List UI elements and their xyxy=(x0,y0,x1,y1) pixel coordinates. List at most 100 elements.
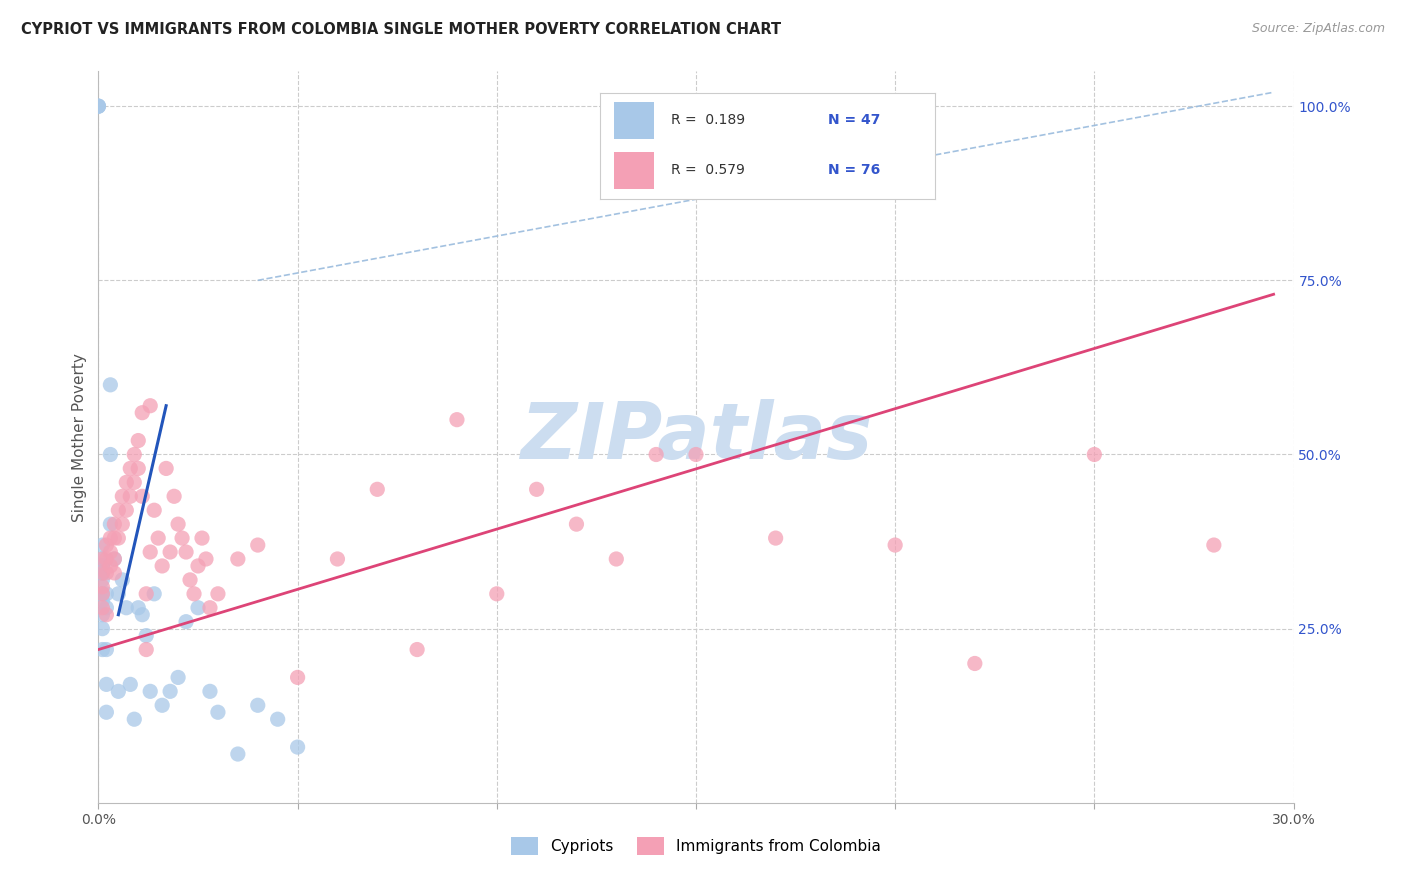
Point xyxy=(1083,448,1105,462)
Point xyxy=(183,587,205,601)
Point xyxy=(198,684,221,698)
Point xyxy=(87,99,110,113)
Point xyxy=(91,558,114,573)
Point xyxy=(91,538,114,552)
Text: Source: ZipAtlas.com: Source: ZipAtlas.com xyxy=(1251,22,1385,36)
Point xyxy=(179,573,201,587)
Point xyxy=(98,517,122,532)
Point xyxy=(163,489,186,503)
Point xyxy=(172,531,194,545)
Point xyxy=(96,600,118,615)
Point xyxy=(91,558,114,573)
Point xyxy=(127,434,149,448)
Point xyxy=(139,545,162,559)
Point xyxy=(366,483,388,497)
Point xyxy=(96,705,118,719)
Y-axis label: Single Mother Poverty: Single Mother Poverty xyxy=(72,352,87,522)
Point xyxy=(91,566,114,580)
Point xyxy=(135,642,157,657)
Point xyxy=(124,448,146,462)
Point xyxy=(246,538,269,552)
Point xyxy=(645,448,668,462)
Point xyxy=(1202,538,1225,552)
Point xyxy=(148,531,170,545)
Point xyxy=(124,475,146,490)
Point xyxy=(139,399,162,413)
Point xyxy=(91,566,114,580)
Point xyxy=(446,412,468,426)
Point xyxy=(96,566,118,580)
Point xyxy=(91,642,114,657)
Point xyxy=(96,538,118,552)
Point xyxy=(103,517,125,532)
Point xyxy=(124,712,146,726)
Point xyxy=(91,566,114,580)
Point xyxy=(143,503,166,517)
Point xyxy=(143,587,166,601)
Point xyxy=(159,684,181,698)
Point xyxy=(195,552,218,566)
Point xyxy=(135,629,157,643)
Point xyxy=(187,600,209,615)
Point xyxy=(191,531,214,545)
Point xyxy=(406,642,429,657)
Point xyxy=(120,677,142,691)
Point xyxy=(287,740,309,755)
Point xyxy=(96,642,118,657)
Point xyxy=(87,99,110,113)
Point xyxy=(267,712,290,726)
Point xyxy=(127,461,149,475)
Point xyxy=(91,600,114,615)
Point xyxy=(131,489,153,503)
Point xyxy=(103,531,125,545)
Point xyxy=(98,545,122,559)
Point xyxy=(685,448,707,462)
Point xyxy=(159,545,181,559)
Point xyxy=(167,670,190,684)
Point xyxy=(107,684,129,698)
Point xyxy=(91,622,114,636)
Point xyxy=(187,558,209,573)
Point xyxy=(91,587,114,601)
Point xyxy=(115,600,138,615)
Point xyxy=(111,489,134,503)
Point xyxy=(107,531,129,545)
Point xyxy=(103,552,125,566)
Point xyxy=(226,747,249,761)
Point xyxy=(131,406,153,420)
Point xyxy=(127,600,149,615)
Point xyxy=(246,698,269,713)
Text: CYPRIOT VS IMMIGRANTS FROM COLOMBIA SINGLE MOTHER POVERTY CORRELATION CHART: CYPRIOT VS IMMIGRANTS FROM COLOMBIA SING… xyxy=(21,22,782,37)
Point xyxy=(963,657,986,671)
Point xyxy=(111,517,134,532)
Point xyxy=(884,538,907,552)
Point xyxy=(91,566,114,580)
Point xyxy=(135,587,157,601)
Point xyxy=(91,587,114,601)
Point xyxy=(96,552,118,566)
Point xyxy=(139,684,162,698)
Point xyxy=(226,552,249,566)
Point xyxy=(107,587,129,601)
Point xyxy=(207,587,229,601)
Point xyxy=(96,587,118,601)
Point xyxy=(103,552,125,566)
Point xyxy=(96,607,118,622)
Point xyxy=(91,607,114,622)
Point xyxy=(98,377,122,392)
Point xyxy=(98,448,122,462)
Point xyxy=(91,552,114,566)
Point xyxy=(167,517,190,532)
Point xyxy=(485,587,508,601)
Point xyxy=(91,552,114,566)
Point xyxy=(150,558,173,573)
Point xyxy=(150,698,173,713)
Point xyxy=(120,489,142,503)
Point xyxy=(155,461,177,475)
Point xyxy=(526,483,548,497)
Point xyxy=(565,517,588,532)
Point xyxy=(103,566,125,580)
Point xyxy=(207,705,229,719)
Point xyxy=(91,573,114,587)
Point xyxy=(98,531,122,545)
